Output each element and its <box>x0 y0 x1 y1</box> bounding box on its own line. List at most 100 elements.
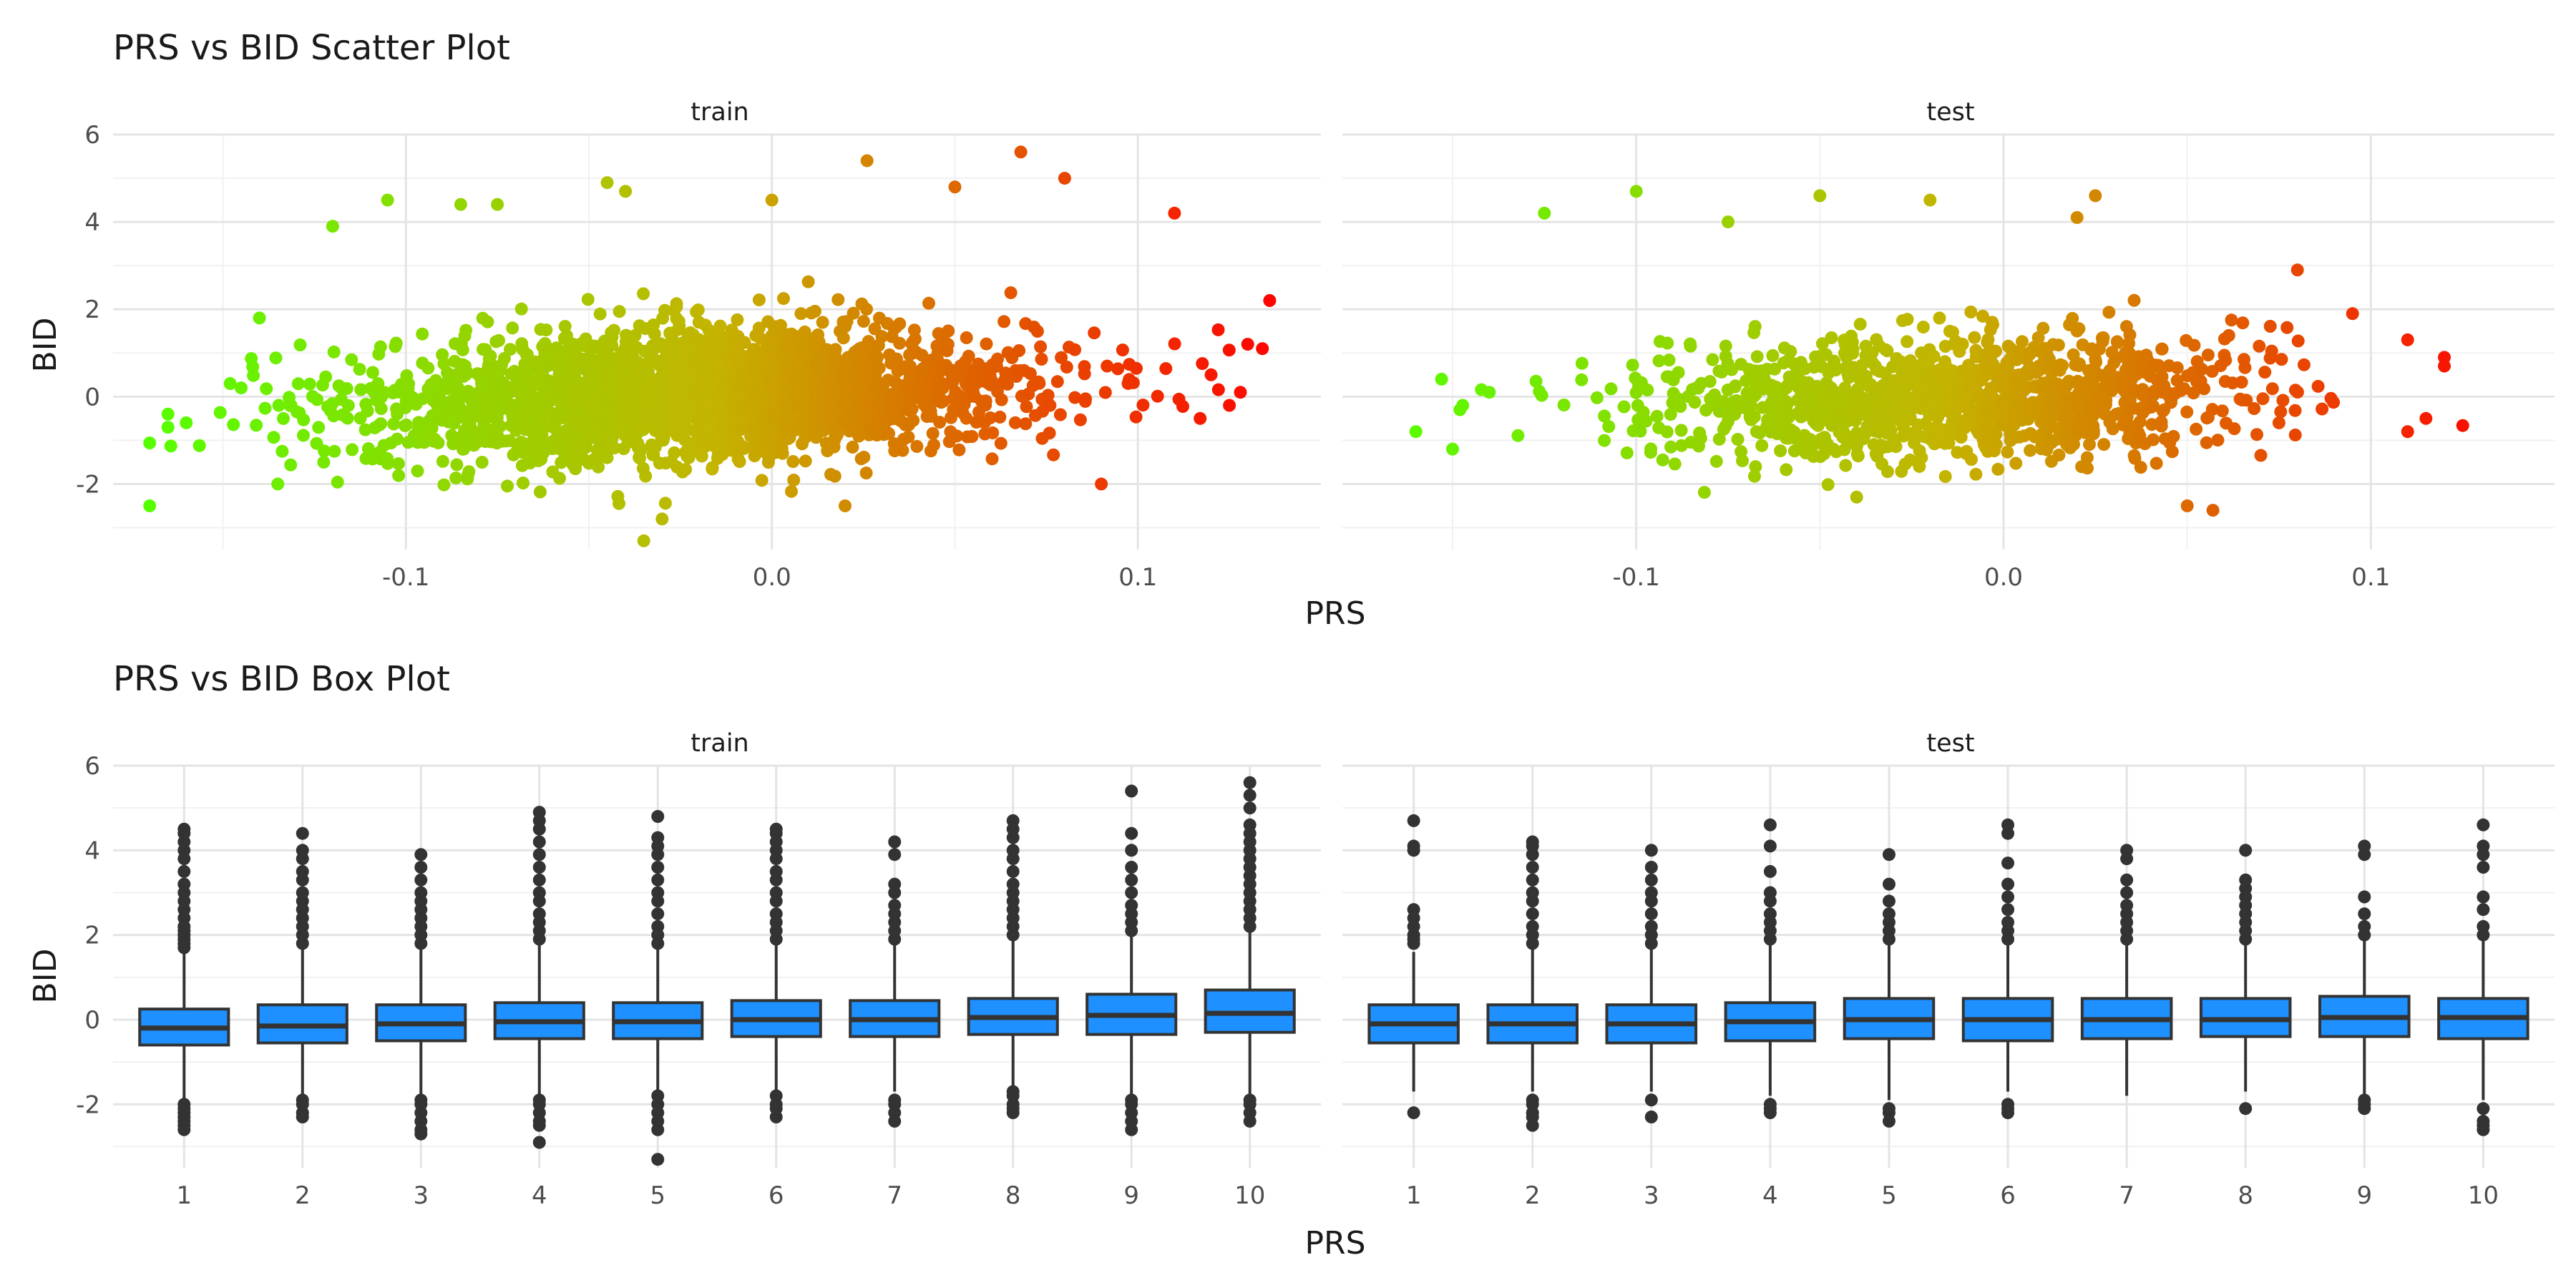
scatter-test-point <box>2087 424 2100 437</box>
outlier-point <box>1763 864 1777 878</box>
outlier-point <box>1125 899 1138 912</box>
scatter-train-point <box>371 377 385 391</box>
scatter-train-x-tick-label: -0.1 <box>382 563 429 592</box>
scatter-test-point <box>2073 357 2087 371</box>
scatter-test-point <box>1774 444 1787 457</box>
scatter-train-point <box>1211 383 1225 396</box>
outlier-point <box>2239 1102 2253 1116</box>
scatter-train-point <box>1151 389 1164 403</box>
box-train-x-tick-label: 4 <box>532 1181 547 1210</box>
scatter-test-point <box>1923 193 1937 207</box>
box-train-x-tick-label: 7 <box>887 1181 902 1210</box>
outlier-point <box>2001 857 2015 870</box>
scatter-test-point <box>2238 361 2252 374</box>
scatter-train-point <box>658 303 672 317</box>
scatter-test-point <box>2167 429 2180 443</box>
scatter-train-point <box>995 393 1008 406</box>
outlier-point <box>532 1136 546 1149</box>
scatter-train-point <box>223 377 237 390</box>
outlier-point <box>651 1153 665 1166</box>
scatter-train-point <box>1078 367 1091 381</box>
scatter-test-point <box>1750 350 1764 364</box>
scatter-test-point <box>2097 438 2111 452</box>
outlier-point <box>1125 826 1138 840</box>
scatter-test-point <box>1446 442 1459 456</box>
scatter-test-point <box>1851 449 1865 463</box>
scatter-test-point <box>2080 451 2094 464</box>
scatter-train-point <box>353 363 366 376</box>
box-train-x-tick-label: 9 <box>1123 1181 1139 1210</box>
outlier-point <box>1644 861 1658 874</box>
outlier-point <box>532 861 546 874</box>
outlier-point <box>2477 1102 2490 1116</box>
box-test-x-tick-label: 2 <box>1525 1181 1541 1210</box>
scatter-train-point <box>872 361 886 375</box>
scatter-test-point <box>1656 453 1669 467</box>
scatter-train-point <box>1033 376 1046 390</box>
scatter-test-point <box>2052 448 2066 462</box>
scatter-train-point <box>993 410 1007 424</box>
box-test-box-8 <box>2199 844 2292 1116</box>
scatter-train-point <box>450 458 464 472</box>
box-test-box-4 <box>1724 818 1817 1120</box>
scatter-test-point <box>2256 392 2270 406</box>
outlier-point <box>1526 1118 1539 1132</box>
scatter-train-point <box>1223 399 1236 412</box>
scatter-test-point <box>1781 396 1795 410</box>
scatter-train-point <box>608 323 620 337</box>
outlier-point <box>177 864 191 878</box>
scatter-train-point <box>284 458 298 472</box>
scatter-train-point <box>893 336 907 350</box>
box-train-box-7 <box>849 835 941 1128</box>
box-test-x-tick-label: 9 <box>2356 1181 2372 1210</box>
scatter-test-point <box>2280 321 2294 334</box>
outlier-point <box>1125 784 1138 798</box>
scatter-test-point <box>1880 465 1894 479</box>
outlier-point <box>651 873 665 887</box>
scatter-train-point <box>319 370 333 384</box>
scatter-train-point <box>902 430 915 444</box>
outlier-point <box>651 919 665 933</box>
scatter-test-point <box>2099 394 2113 407</box>
scatter-train-point <box>1053 408 1067 421</box>
scatter-test-point <box>1598 409 1611 423</box>
outlier-point <box>296 886 309 899</box>
scatter-test-point <box>1456 399 1470 412</box>
scatter-test-point <box>2070 211 2084 224</box>
scatter-test-point <box>1986 318 1999 331</box>
scatter-train-y-tick-label: 0 <box>84 383 100 411</box>
outlier-point <box>888 1114 902 1128</box>
scatter-train-point <box>354 383 368 396</box>
box-test-x-tick-label: 1 <box>1406 1181 1422 1210</box>
outlier-point <box>888 877 902 891</box>
scatter-test-point <box>1641 384 1654 396</box>
scatter-train-point <box>392 469 406 482</box>
box-train-x-tick-label: 10 <box>1234 1181 1265 1210</box>
scatter-train-point <box>535 428 549 441</box>
scatter-train-point <box>1058 172 1071 185</box>
scatter-test-point <box>2043 352 2056 366</box>
box-title: PRS vs BID Box Plot <box>113 659 450 699</box>
outlier-point <box>2477 861 2490 874</box>
scatter-train-point <box>882 426 896 440</box>
outlier-point <box>1763 886 1777 899</box>
outlier-point <box>651 907 665 921</box>
scatter-train-point <box>1055 351 1068 364</box>
scatter-test-point <box>2401 425 2414 439</box>
scatter-train-point <box>942 324 955 338</box>
scatter-train-point <box>436 454 449 468</box>
box-x-axis-title: PRS <box>1304 1225 1365 1262</box>
scatter-test-point <box>2150 457 2163 470</box>
scatter-test-point <box>1976 309 1989 323</box>
scatter-train-point <box>1068 343 1082 356</box>
scatter-train-point <box>1008 416 1022 429</box>
scatter-train-point <box>534 485 547 499</box>
scatter-test-point <box>2222 328 2235 342</box>
scatter-test-point <box>2127 293 2141 307</box>
scatter-test-point <box>1629 185 1643 198</box>
scatter-train-point <box>1035 353 1048 366</box>
scatter-train-point <box>250 419 263 432</box>
outlier-point <box>532 1118 546 1132</box>
scatter-train-point <box>411 464 424 478</box>
box-test-box-10 <box>2437 818 2529 1136</box>
